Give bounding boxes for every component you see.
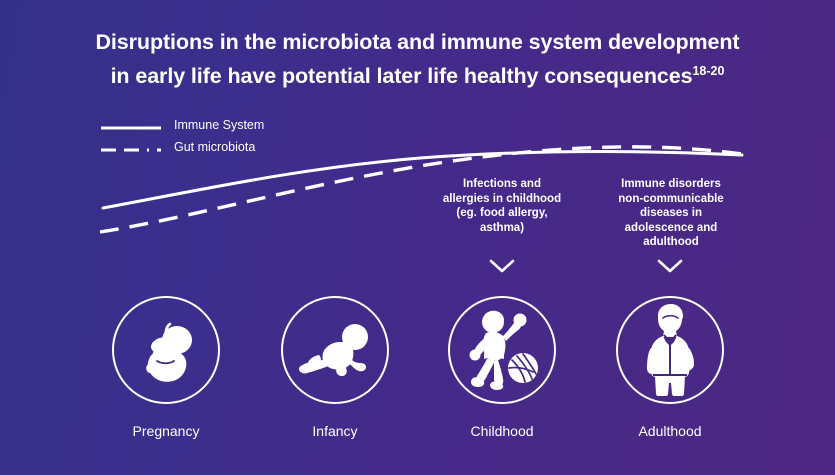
stage-infancy-circle (281, 296, 389, 404)
trend-curves-chart (0, 0, 835, 290)
title-line-2: in early life have potential later life … (0, 57, 835, 91)
page-title: Disruptions in the microbiota and immune… (0, 28, 835, 91)
legend: Immune System Gut microbiota (100, 114, 264, 158)
annotation-childhood-line-2: allergies in childhood (442, 192, 562, 205)
stage-infancy[interactable]: Infancy (280, 296, 390, 440)
stage-childhood[interactable]: Childhood (447, 296, 557, 440)
stage-label-pregnancy: Pregnancy (132, 423, 200, 439)
curve-immune-system (101, 150, 744, 210)
curve-gut-microbiota (99, 145, 743, 234)
stage-adulthood[interactable]: Adulthood (615, 296, 725, 440)
annotation-childhood-line-4: asthma) (479, 221, 525, 234)
title-line-1: Disruptions in the microbiota and immune… (95, 30, 740, 54)
stage-adulthood-circle (616, 296, 724, 404)
chevron-down-icon-adulthood (657, 259, 683, 273)
crawling-baby-icon (299, 324, 368, 376)
legend-item-immune-system: Immune System (100, 114, 264, 136)
annotation-adulthood-line-3: diseases in (639, 207, 702, 219)
annotation-adulthood-line-1: Immune disorders (621, 178, 721, 190)
annotation-adulthood: Immune disorders non-communicable diseas… (592, 177, 750, 250)
annotation-childhood: Infections and allergies in childhood (e… (423, 177, 581, 235)
annotation-childhood-line-3: (eg. food allergy, (456, 207, 548, 219)
adult-standing-icon (647, 304, 694, 396)
solid-line-icon (100, 120, 162, 130)
fetus-icon (146, 322, 192, 382)
child-with-ball-icon (469, 310, 538, 390)
stage-pregnancy-circle (112, 296, 220, 404)
stage-label-childhood: Childhood (470, 423, 534, 439)
stage-childhood-circle (448, 296, 556, 404)
title-line-2-text: in early life have potential later life … (110, 64, 693, 89)
legend-item-gut-microbiota: Gut microbiota (100, 136, 264, 158)
annotation-adulthood-line-4: adolescence and (624, 221, 718, 234)
annotation-childhood-line-1: Infections and (463, 178, 541, 190)
annotation-adulthood-line-5: adulthood (643, 236, 699, 248)
annotation-adulthood-line-2: non-communicable (618, 192, 724, 205)
legend-label-immune-system: Immune System (174, 118, 265, 132)
title-superscript: 18-20 (692, 64, 725, 78)
stage-label-adulthood: Adulthood (638, 423, 702, 439)
chevron-down-icon-childhood (489, 259, 515, 273)
legend-label-gut-microbiota: Gut microbiota (174, 140, 256, 154)
stage-label-infancy: Infancy (312, 423, 358, 439)
dashed-line-icon (100, 142, 162, 152)
stage-pregnancy[interactable]: Pregnancy (111, 296, 221, 440)
